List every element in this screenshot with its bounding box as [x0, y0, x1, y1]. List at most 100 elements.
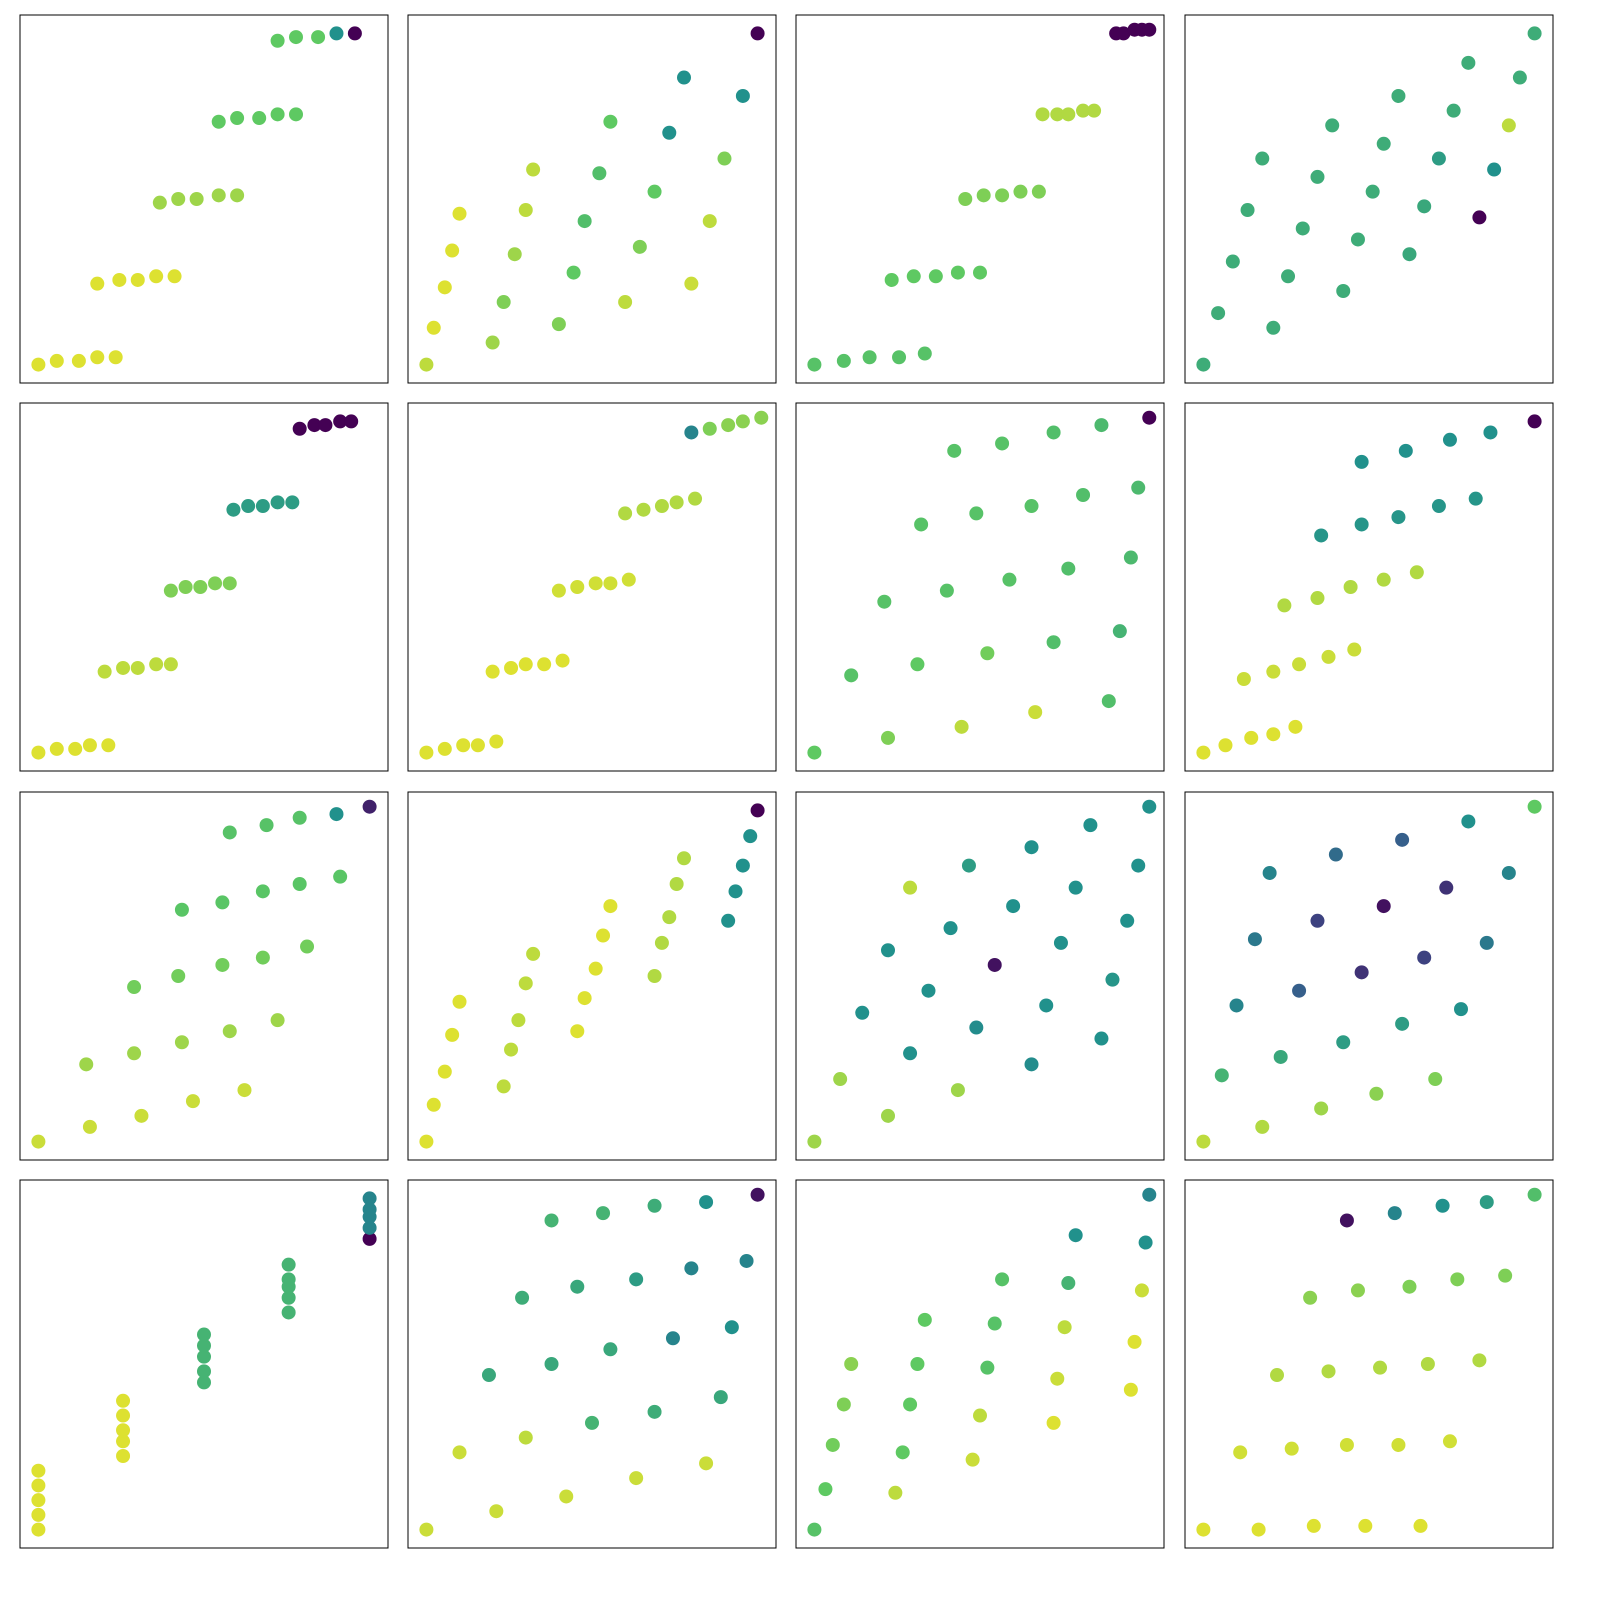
scatter-point: [149, 269, 164, 284]
scatter-point: [1142, 799, 1157, 814]
scatter-point: [518, 203, 533, 218]
scatter-point: [1483, 425, 1498, 440]
scatter-point: [485, 335, 500, 350]
scatter-point: [1369, 1086, 1384, 1101]
scatter-point: [1321, 649, 1336, 664]
scatter-point: [526, 162, 541, 177]
scatter-point: [116, 1434, 131, 1449]
scatter-point: [329, 807, 344, 822]
scatter-point: [1225, 254, 1240, 269]
scatter-point: [750, 26, 765, 41]
scatter-point: [662, 125, 677, 140]
scatter-point: [311, 30, 326, 45]
scatter-point: [995, 1272, 1010, 1287]
scatter-point: [1303, 1290, 1318, 1305]
scatter-point: [559, 1489, 574, 1504]
scatter-point: [31, 357, 46, 372]
scatter-point: [603, 114, 618, 129]
scatter-point: [49, 353, 64, 368]
scatter-point: [222, 1024, 237, 1039]
scatter-point: [134, 1108, 149, 1123]
scatter-point: [426, 320, 441, 335]
scatter-point: [1328, 847, 1343, 862]
scatter-point: [419, 745, 434, 760]
scatter-point: [496, 295, 511, 310]
scatter-point: [621, 572, 636, 587]
scatter-point: [807, 745, 822, 760]
scatter-point: [292, 877, 307, 891]
scatter-point: [1292, 983, 1307, 998]
scatter-point: [289, 107, 303, 122]
scatter-point: [241, 499, 256, 514]
scatter-point: [721, 418, 736, 433]
scatter-point: [1277, 598, 1292, 613]
scatter-point: [1527, 414, 1542, 429]
scatter-point: [939, 583, 954, 598]
scatter-point: [1233, 1445, 1248, 1460]
scatter-point: [665, 1331, 680, 1346]
scatter-point: [961, 858, 976, 873]
scatter-point: [743, 829, 758, 844]
scatter-point: [833, 1072, 848, 1087]
scatter-point: [31, 1493, 46, 1508]
scatter-point: [724, 1320, 739, 1335]
scatter-point: [222, 825, 237, 840]
scatter-point: [1350, 232, 1365, 247]
scatter-point: [518, 1430, 533, 1445]
scatter-point: [1442, 432, 1457, 447]
scatter-point: [1046, 635, 1061, 650]
scatter-point: [1266, 664, 1281, 679]
scatter-point: [1314, 1101, 1329, 1116]
scatter-point: [1439, 880, 1454, 895]
scatter-point: [987, 957, 1002, 972]
scatter-point: [855, 1005, 870, 1020]
scatter-point: [1402, 247, 1417, 262]
scatter-point: [171, 192, 186, 206]
scatter-point: [197, 1349, 211, 1364]
scatter-point: [551, 583, 566, 598]
scatter-point: [82, 738, 97, 753]
scatter-point: [654, 935, 669, 950]
scatter-point: [669, 495, 684, 510]
subplot: [407, 14, 777, 384]
scatter-point: [980, 646, 995, 661]
scatter-point: [950, 265, 965, 280]
scatter-point: [1527, 1187, 1542, 1202]
scatter-point: [1310, 169, 1325, 184]
scatter-point: [237, 1083, 252, 1098]
scatter-point: [1288, 719, 1303, 734]
scatter-point: [1428, 1072, 1443, 1087]
scatter-point: [289, 30, 303, 45]
scatter-point: [197, 1327, 211, 1342]
scatter-point: [31, 1507, 46, 1522]
axes-frame: [795, 791, 1165, 1161]
scatter-point: [333, 414, 348, 429]
scatter-point: [636, 502, 651, 517]
scatter-point: [1354, 517, 1369, 532]
scatter-point: [1120, 913, 1135, 928]
subplot: [1184, 14, 1554, 384]
scatter-point: [419, 1134, 434, 1149]
scatter-point: [362, 799, 377, 814]
scatter-point: [684, 1261, 699, 1276]
scatter-point: [596, 928, 611, 943]
scatter-point: [943, 921, 958, 936]
scatter-point: [688, 491, 703, 506]
scatter-point: [1101, 694, 1116, 709]
scatter-point: [1350, 1283, 1365, 1298]
scatter-point: [270, 495, 285, 510]
scatter-point: [825, 1437, 840, 1452]
scatter-point: [1050, 107, 1065, 122]
scatter-point: [1196, 1134, 1211, 1149]
scatter-point: [1050, 1371, 1065, 1386]
scatter-point: [445, 243, 460, 258]
scatter-point: [1347, 642, 1362, 657]
scatter-point: [662, 910, 677, 925]
scatter-point: [1138, 1235, 1153, 1250]
scatter-point: [230, 111, 245, 126]
scatter-point: [1214, 1068, 1229, 1083]
scatter-point: [1365, 184, 1380, 199]
scatter-point: [537, 657, 552, 672]
scatter-point: [592, 166, 607, 181]
scatter-point: [1196, 745, 1211, 760]
